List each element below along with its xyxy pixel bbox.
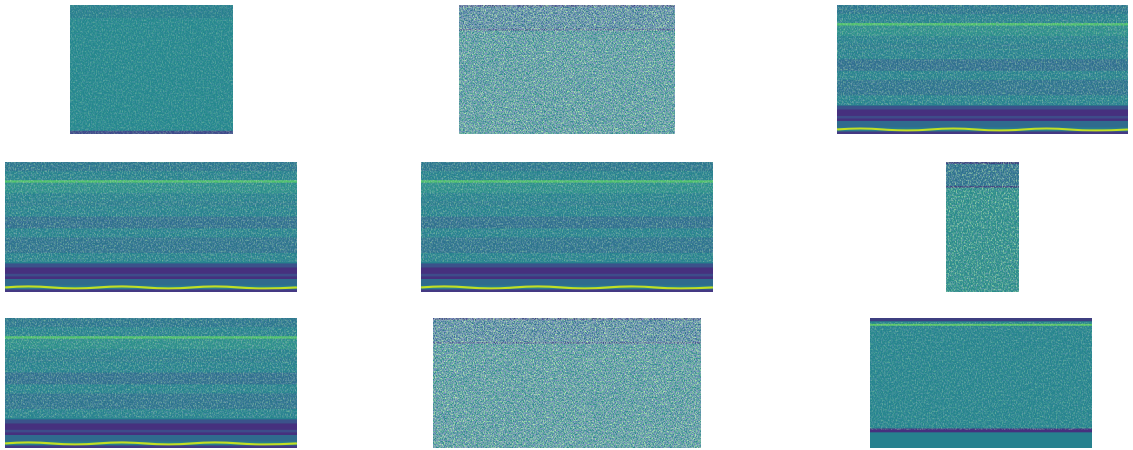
heatmap-panel [459, 5, 675, 134]
heatmap-panel [5, 318, 297, 448]
heatmap-panel [433, 318, 701, 448]
heatmap-panel [946, 162, 1019, 292]
page [0, 0, 1133, 450]
heatmap-panel [70, 5, 233, 134]
heatmap-panel [870, 318, 1092, 448]
heatmap-panel [837, 5, 1128, 134]
image-grid [0, 0, 1133, 450]
heatmap-panel [5, 162, 297, 292]
heatmap-panel [421, 162, 713, 292]
